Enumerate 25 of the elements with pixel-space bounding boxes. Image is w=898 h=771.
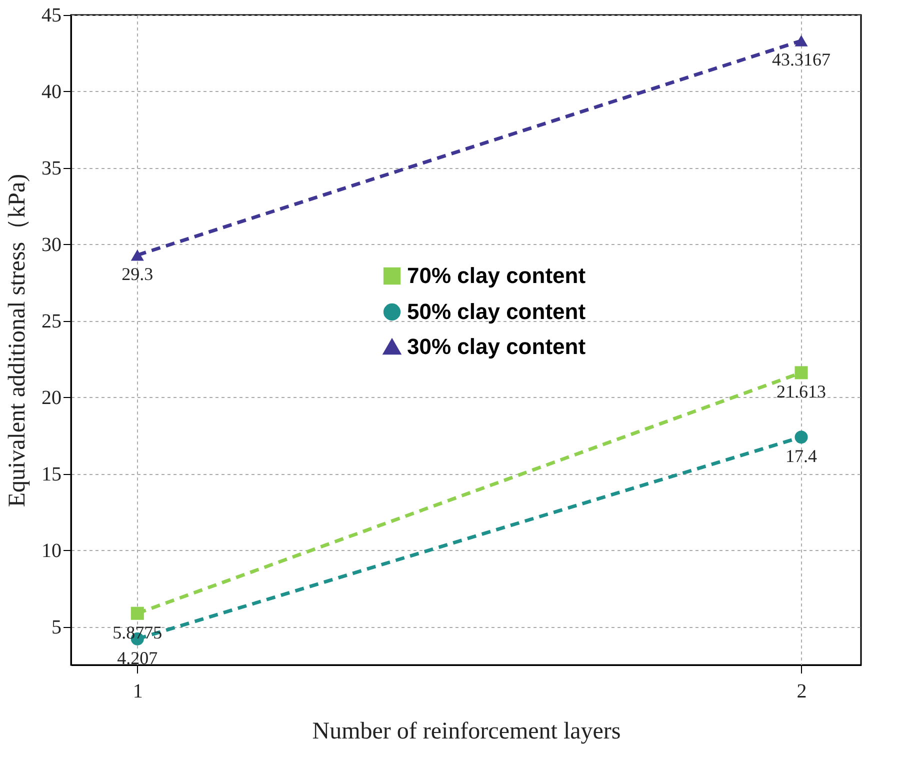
y-tick-label: 35	[42, 157, 62, 180]
legend-label: 50% clay content	[407, 299, 586, 324]
y-tick-label: 40	[42, 80, 62, 103]
y-tick-label: 45	[42, 4, 62, 26]
point	[794, 366, 808, 380]
point	[130, 606, 144, 620]
data-label: 4.207	[117, 648, 158, 668]
y-tick-label: 30	[42, 234, 62, 256]
data-label: 5.8775	[112, 622, 162, 642]
y-tick-label: 25	[42, 310, 62, 332]
x-tick-label: 1	[132, 680, 143, 702]
y-tick-label: 5	[52, 616, 62, 638]
y-axis-title: Equivalent additional stress（kPa)	[4, 174, 30, 508]
point	[794, 430, 808, 444]
data-label: 21.613	[776, 382, 826, 402]
y-tick-label: 20	[42, 386, 62, 409]
data-label: 29.3	[122, 264, 154, 284]
y-tick-label: 15	[42, 463, 62, 486]
y-tick-label: 10	[42, 540, 62, 562]
x-axis-title: Number of reinforcement layers	[312, 718, 621, 744]
legend-label: 30% clay content	[407, 334, 586, 359]
data-label: 43.3167	[772, 50, 830, 70]
data-label: 17.4	[786, 446, 817, 466]
legend-label: 70% clay content	[407, 263, 586, 288]
x-tick-label: 2	[796, 680, 807, 702]
